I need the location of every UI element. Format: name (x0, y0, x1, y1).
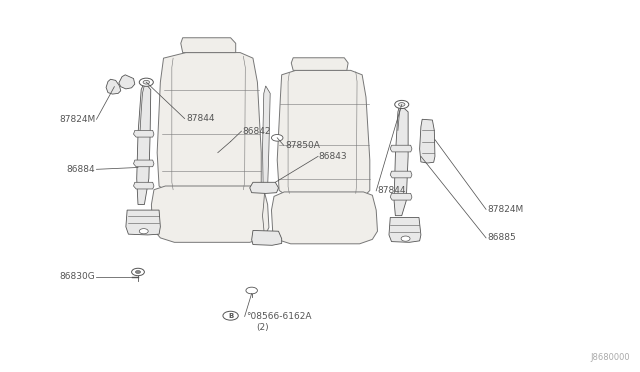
Circle shape (271, 135, 283, 141)
Polygon shape (134, 160, 154, 167)
Circle shape (140, 78, 154, 86)
Text: 86885: 86885 (487, 233, 516, 243)
Circle shape (136, 270, 141, 273)
Text: (2): (2) (256, 323, 269, 332)
Text: 86884: 86884 (67, 165, 95, 174)
Text: 87844: 87844 (186, 114, 214, 123)
Text: 87824M: 87824M (487, 205, 524, 214)
Polygon shape (277, 70, 370, 200)
Polygon shape (420, 119, 435, 163)
Polygon shape (134, 131, 154, 137)
Circle shape (399, 103, 405, 106)
Polygon shape (262, 86, 270, 188)
Text: 86843: 86843 (319, 152, 348, 161)
Text: °08566-6162A: °08566-6162A (246, 312, 312, 321)
Circle shape (132, 268, 145, 276)
Polygon shape (291, 58, 348, 70)
Circle shape (395, 100, 409, 109)
Polygon shape (119, 75, 135, 89)
Text: 86830G: 86830G (60, 272, 95, 281)
Polygon shape (394, 105, 408, 216)
Text: 87850A: 87850A (285, 141, 320, 150)
Polygon shape (137, 82, 151, 205)
Circle shape (223, 311, 238, 320)
Text: B: B (228, 313, 233, 319)
Polygon shape (180, 38, 236, 52)
Text: 87844: 87844 (378, 186, 406, 195)
Text: 87824M: 87824M (59, 115, 95, 124)
Text: J8680000: J8680000 (590, 353, 630, 362)
Circle shape (143, 80, 150, 84)
Circle shape (401, 236, 410, 241)
Polygon shape (250, 182, 278, 193)
Polygon shape (152, 186, 269, 242)
Polygon shape (390, 193, 412, 200)
Polygon shape (390, 171, 412, 178)
Polygon shape (134, 182, 154, 189)
Polygon shape (271, 192, 378, 244)
Polygon shape (126, 210, 161, 235)
Polygon shape (389, 218, 421, 242)
Polygon shape (157, 52, 261, 197)
Polygon shape (106, 79, 121, 94)
Circle shape (246, 287, 257, 294)
Circle shape (140, 229, 148, 234)
Polygon shape (390, 145, 412, 152)
Text: 86842: 86842 (242, 126, 271, 136)
Polygon shape (252, 231, 282, 245)
